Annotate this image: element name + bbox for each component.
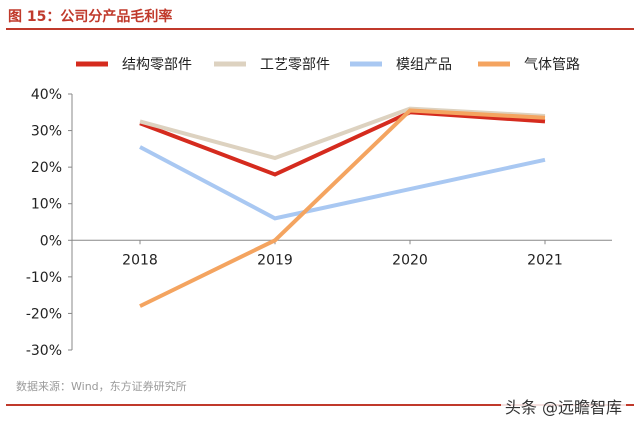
y-tick-label: -30% <box>26 343 62 359</box>
x-tick-label: 2019 <box>257 252 293 268</box>
title-rule <box>6 28 634 30</box>
y-tick-label: 20% <box>31 160 62 176</box>
watermark: 头条 @远瞻智库 <box>500 394 626 418</box>
axes: 40% 30% 20% 10% 0% -10% -20% -30% 2018 2019 2020 20… <box>26 87 612 359</box>
y-tick-label: 0% <box>40 233 62 249</box>
x-tick-label: 2018 <box>122 252 158 268</box>
legend: 结构零部件 工艺零部件 模组产品 气体管路 <box>76 57 580 73</box>
y-tick-label: 10% <box>31 197 62 213</box>
bottom-rule <box>6 404 634 406</box>
series-line-2 <box>139 145 546 221</box>
legend-label-0: 结构零部件 <box>122 57 192 73</box>
source-note: 数据来源：Wind，东方证券研究所 <box>16 380 187 393</box>
x-tick-label: 2021 <box>527 252 563 268</box>
figure-title: 图 15：公司分产品毛利率 <box>8 9 173 25</box>
series-lines <box>139 106 546 308</box>
x-tick-label: 2020 <box>392 252 428 268</box>
y-tick-label: 40% <box>31 87 62 103</box>
series-line-3 <box>139 108 546 308</box>
series-line-0 <box>139 110 546 177</box>
y-tick-label: 30% <box>31 124 62 140</box>
legend-label-2: 模组产品 <box>396 57 452 73</box>
y-tick-label: -10% <box>26 270 62 286</box>
y-tick-label: -20% <box>26 306 62 322</box>
legend-label-3: 气体管路 <box>524 57 580 73</box>
legend-label-1: 工艺零部件 <box>260 57 330 73</box>
